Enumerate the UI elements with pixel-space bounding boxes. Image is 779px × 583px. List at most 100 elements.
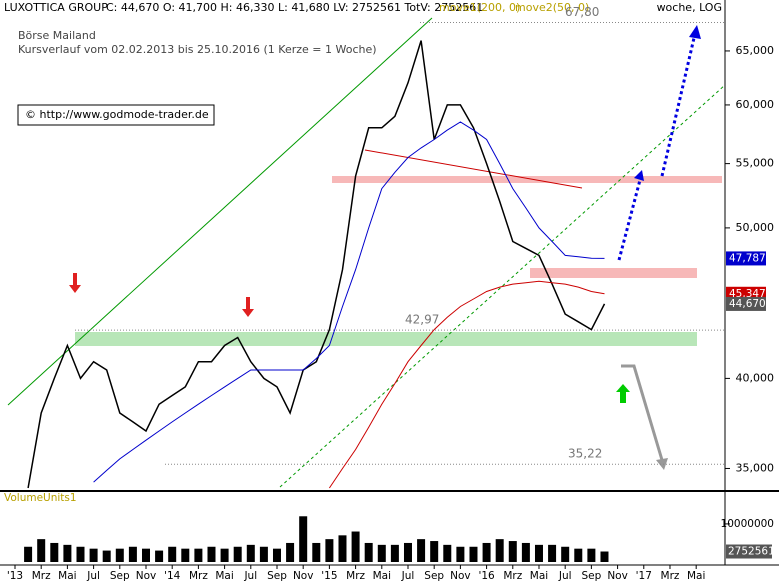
arrow-head — [634, 170, 644, 181]
volume-bar — [181, 548, 190, 562]
y-tick-label: 65,000 — [736, 44, 775, 57]
series-line — [328, 280, 605, 489]
volume-bar — [207, 546, 216, 562]
y-tick-label: 50,000 — [736, 221, 775, 234]
x-tick-label: Mrz — [503, 570, 522, 582]
volume-bar — [50, 542, 59, 562]
volume-bar — [430, 541, 439, 562]
y-tick-label: 55,000 — [736, 157, 775, 170]
x-tick-label: Mai — [530, 570, 548, 582]
resistance-zone — [530, 268, 697, 278]
volume-bar — [495, 539, 504, 562]
y-tick-label: 60,000 — [736, 98, 775, 111]
volume-bar — [63, 544, 72, 562]
x-tick-label: Sep — [267, 570, 287, 582]
volume-bar — [377, 544, 386, 562]
y-tick-label: 35,000 — [736, 461, 775, 474]
x-tick-label: '15 — [321, 570, 337, 582]
volume-bar — [89, 548, 98, 562]
arrow-down — [242, 297, 254, 317]
volume-bar — [364, 542, 373, 562]
volume-title: VolumeUnits1 — [4, 492, 77, 504]
x-tick-label: Nov — [450, 570, 471, 582]
volume-bar — [338, 535, 347, 562]
x-tick-label: Sep — [424, 570, 444, 582]
volume-bar — [220, 548, 229, 562]
x-tick-label: Jul — [401, 570, 415, 582]
level-label: 35,22 — [568, 447, 602, 461]
volume-bar — [168, 546, 177, 562]
arrow-head — [656, 458, 668, 470]
period: woche, LOG — [657, 1, 722, 14]
level-label: 67,80 — [565, 5, 599, 19]
volume-bar — [233, 546, 242, 562]
price-badge-label: 44,670 — [729, 298, 766, 310]
price-badge — [726, 296, 766, 311]
support-zone — [75, 332, 697, 346]
arrow-down — [69, 273, 81, 293]
volume-bar — [534, 544, 543, 562]
volume-bar — [272, 548, 281, 562]
volume-bar — [469, 546, 478, 562]
volume-bar — [102, 550, 111, 562]
subtitle: Börse Mailand — [18, 29, 96, 42]
x-tick-label: Mrz — [346, 570, 365, 582]
volume-bar — [456, 546, 465, 562]
volume-bar — [548, 544, 557, 562]
source: © http://www.godmode-trader.de — [25, 108, 209, 121]
trend-line — [279, 84, 726, 488]
x-tick-label: Sep — [110, 570, 130, 582]
x-tick-label: Mai — [373, 570, 391, 582]
x-tick-label: Mai — [215, 570, 233, 582]
volume-bar — [351, 531, 360, 562]
source-box — [17, 104, 215, 126]
arrow-head — [689, 25, 701, 39]
x-tick-label: Jul — [558, 570, 572, 582]
volume-bar — [521, 542, 530, 562]
volume-bar — [246, 544, 255, 562]
volume-bar — [403, 542, 412, 562]
series-line — [93, 121, 605, 483]
resistance-zone — [332, 176, 722, 183]
arrow-up — [616, 384, 630, 403]
trend-line — [7, 17, 433, 406]
y-tick-label: 40,000 — [736, 371, 775, 384]
x-tick-label: Jul — [86, 570, 100, 582]
x-tick-label: '17 — [636, 570, 652, 582]
volume-bar — [24, 546, 33, 562]
volume-bar — [286, 542, 295, 562]
volume-bar — [312, 542, 321, 562]
x-tick-label: Mrz — [189, 570, 208, 582]
volume-bar — [508, 541, 517, 562]
chart-title: LUXOTTICA GROUP — [4, 1, 108, 14]
volume-bar — [115, 548, 124, 562]
volume-bar — [141, 548, 150, 562]
series-line — [27, 40, 606, 489]
volume-badge — [726, 544, 772, 559]
volume-bar — [194, 548, 203, 562]
volume-bar — [155, 550, 164, 562]
price-badge-label: 45,347 — [729, 288, 766, 300]
volume-bar — [128, 546, 137, 562]
volume-bar — [76, 546, 85, 562]
volume-bar — [482, 542, 491, 562]
x-tick-label: Nov — [607, 570, 628, 582]
indicator: move1(200, 0) — [439, 1, 520, 14]
level-label: 42,97 — [405, 313, 439, 327]
projection — [621, 364, 664, 461]
volume-bar — [299, 516, 308, 562]
indicator: move2(50, 0) — [515, 1, 589, 14]
price-badge — [726, 251, 766, 266]
volume-bar — [390, 544, 399, 562]
volume-bar — [259, 546, 268, 562]
subtitle: Kursverlauf vom 02.02.2013 bis 25.10.201… — [18, 43, 377, 56]
x-tick-label: Nov — [136, 570, 157, 582]
x-tick-label: Mai — [687, 570, 705, 582]
quote: C: 44,670 O: 41,700 H: 46,330 L: 41,680 … — [106, 1, 483, 14]
volume-bar — [417, 539, 426, 562]
volume-bar — [587, 548, 596, 562]
x-tick-label: '16 — [478, 570, 495, 582]
volume-bar — [600, 551, 609, 562]
